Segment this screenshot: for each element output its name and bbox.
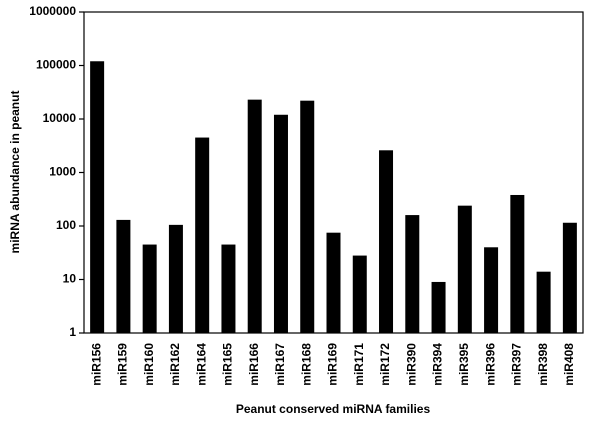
x-tick-label: miR395 bbox=[457, 343, 471, 386]
x-tick-label: miR156 bbox=[89, 343, 103, 386]
x-tick-label: miR165 bbox=[221, 343, 235, 386]
x-tick-label: miR408 bbox=[562, 343, 576, 386]
x-tick-label: miR398 bbox=[536, 343, 550, 386]
bar bbox=[116, 219, 131, 333]
bar bbox=[90, 61, 105, 334]
bar bbox=[484, 247, 499, 333]
bar bbox=[405, 215, 420, 333]
bar bbox=[379, 150, 394, 333]
x-tick-label: miR397 bbox=[510, 343, 524, 386]
x-tick-label: miR396 bbox=[483, 343, 497, 386]
x-tick-label: miR394 bbox=[431, 343, 445, 386]
bar bbox=[457, 205, 472, 333]
bar bbox=[300, 100, 315, 333]
bar bbox=[431, 281, 446, 333]
y-tick-label: 1000000 bbox=[29, 4, 76, 18]
bar bbox=[195, 137, 210, 333]
bar bbox=[221, 244, 236, 333]
x-tick-label: miR167 bbox=[273, 343, 287, 386]
x-tick-label: miR169 bbox=[326, 343, 340, 386]
y-tick-label: 1 bbox=[69, 325, 76, 339]
x-tick-label: miR171 bbox=[352, 343, 366, 386]
y-axis-label: miRNA abundance in peanut bbox=[8, 91, 22, 254]
y-tick-label: 100 bbox=[56, 218, 76, 232]
bar bbox=[142, 244, 157, 333]
y-tick-label: 100000 bbox=[36, 58, 76, 72]
x-tick-label: miR164 bbox=[194, 343, 208, 386]
bar bbox=[562, 222, 577, 333]
x-tick-label: miR172 bbox=[378, 343, 392, 386]
x-tick-label: miR162 bbox=[168, 343, 182, 386]
x-tick-label: miR390 bbox=[404, 343, 418, 386]
bar bbox=[168, 224, 183, 333]
bar bbox=[247, 99, 262, 334]
bar bbox=[326, 232, 341, 333]
bar bbox=[273, 114, 288, 334]
x-tick-label: miR160 bbox=[142, 343, 156, 386]
x-tick-label: miR166 bbox=[247, 343, 261, 386]
y-tick-label: 10000 bbox=[43, 111, 77, 125]
y-tick-label: 10 bbox=[63, 272, 77, 286]
x-axis-label: Peanut conserved miRNA families bbox=[236, 402, 431, 416]
x-tick-label: miR159 bbox=[116, 343, 130, 386]
bar bbox=[536, 271, 551, 333]
x-tick-label: miR168 bbox=[299, 343, 313, 386]
bar bbox=[352, 255, 367, 333]
bar bbox=[510, 194, 525, 333]
y-tick-label: 1000 bbox=[49, 165, 76, 179]
